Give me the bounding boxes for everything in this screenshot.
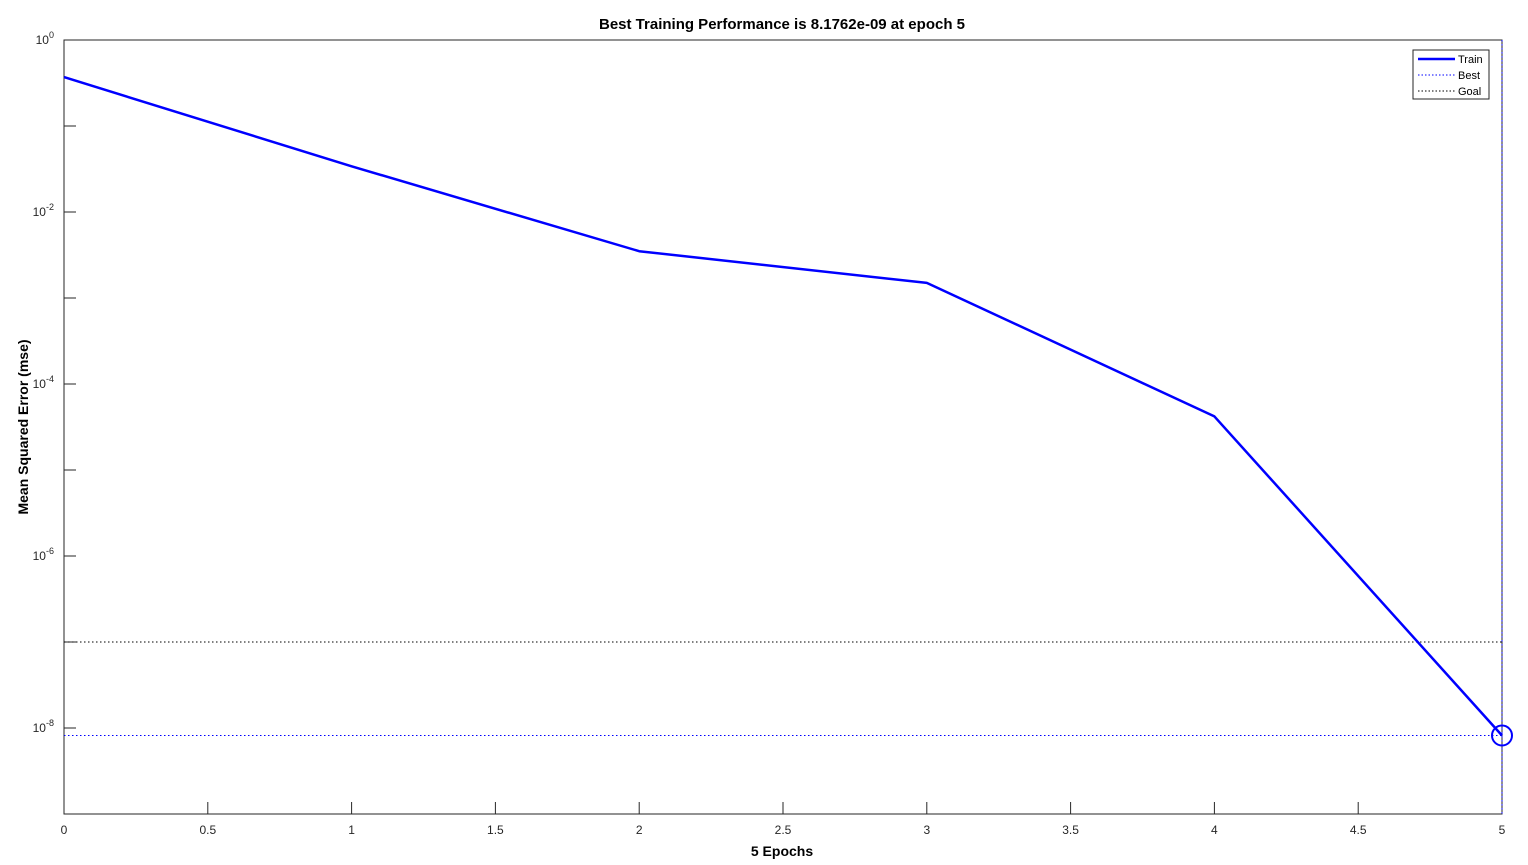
x-tick-label: 0.5	[199, 823, 216, 837]
reference-lines	[64, 40, 1503, 814]
x-tick-label: 3	[923, 823, 930, 837]
x-tick-label: 2.5	[775, 823, 792, 837]
x-tick-label: 4.5	[1350, 823, 1367, 837]
x-tick-label: 3.5	[1062, 823, 1079, 837]
y-axis-title: Mean Squared Error (mse)	[15, 339, 31, 514]
legend-label-train: Train	[1458, 54, 1483, 66]
legend: Train Best Goal	[1412, 49, 1490, 100]
legend-label-goal: Goal	[1458, 86, 1481, 98]
y-tick-label: 10-6	[33, 546, 54, 563]
y-axis: 100 10-2 10-4 10-6 10-8	[33, 30, 76, 815]
y-tick-label: 10-4	[33, 374, 54, 391]
x-axis-title: 5 Epochs	[751, 843, 813, 859]
x-tick-label: 5	[1499, 823, 1506, 837]
x-tick-label: 0	[61, 823, 68, 837]
x-axis: 0 0.5 1 1.5 2 2.5 3 3.5 4 4.5 5	[61, 802, 1506, 837]
best-marker	[1491, 724, 1513, 747]
y-tick-label: 100	[36, 30, 54, 47]
x-tick-label: 2	[636, 823, 643, 837]
train-line	[63, 75, 1503, 737]
y-tick-label: 10-2	[33, 202, 54, 219]
x-tick-label: 1.5	[487, 823, 504, 837]
x-tick-label: 1	[348, 823, 355, 837]
legend-label-best: Best	[1458, 70, 1480, 82]
chart-title: Best Training Performance is 8.1762e-09 …	[599, 16, 965, 33]
plot-area	[63, 39, 1503, 815]
series-group	[63, 75, 1513, 747]
x-tick-label: 4	[1211, 823, 1218, 837]
y-tick-label: 10-8	[33, 718, 54, 735]
